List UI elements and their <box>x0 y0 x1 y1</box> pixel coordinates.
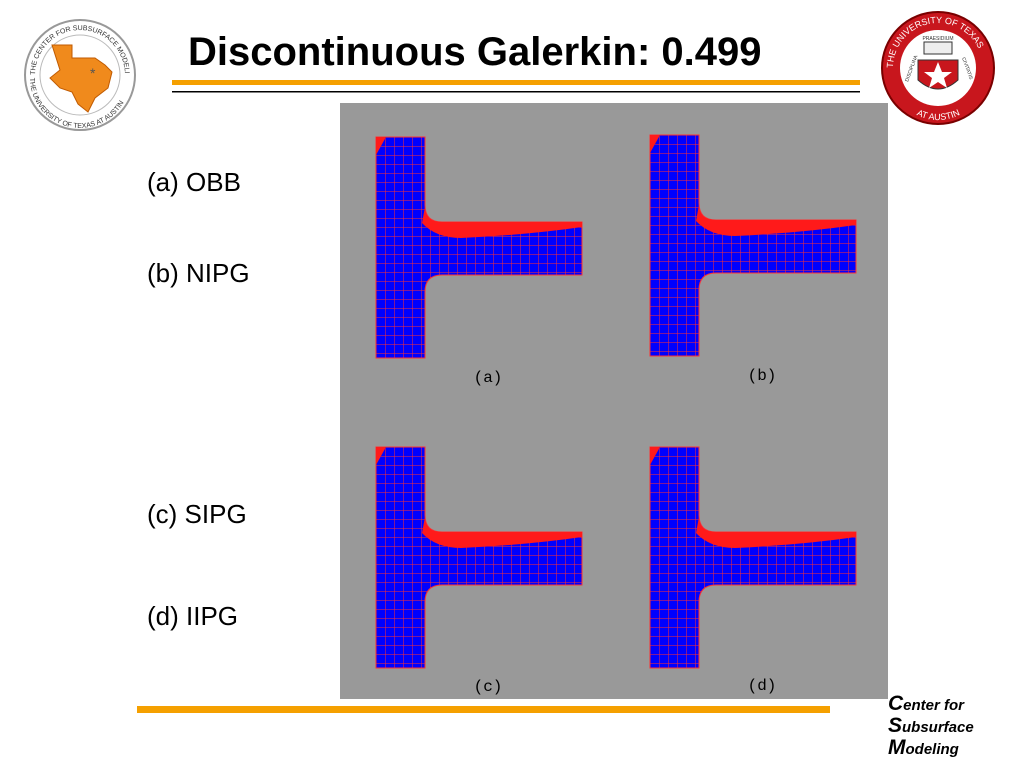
list-item: (c) SIPG <box>147 499 247 529</box>
footer-rule <box>137 706 830 713</box>
title-rule <box>172 80 860 85</box>
footer-text: Modeling <box>888 736 959 759</box>
title-rule-thin <box>172 91 860 93</box>
slide-title: Discontinuous Galerkin: 0.499 <box>188 30 762 74</box>
panel-label: (d) <box>748 677 777 695</box>
logo-text: AT AUSTIN <box>915 107 961 122</box>
right-logo: THE UNIVERSITY OF TEXAS AT AUSTIN PRAESI… <box>881 11 995 125</box>
panel-label: (c) <box>474 678 503 696</box>
list-item: (a) OBB <box>147 167 241 197</box>
left-logo: * THE CENTER FOR SUBSURFACE MODELING THE… <box>0 0 136 131</box>
list-item: (b) NIPG <box>147 258 250 288</box>
footer-text: Subsurface <box>888 714 974 737</box>
logo-text: AT AUSTIN <box>915 107 961 122</box>
figure-background <box>340 103 888 699</box>
panel-label: (b) <box>748 367 777 385</box>
figure: (a) (b) (c) (d) <box>340 103 888 699</box>
panel-label: (a) <box>474 369 503 387</box>
logo-text: PRAESIDIUM <box>922 36 953 42</box>
footer-text: Center for <box>888 692 965 715</box>
svg-text:*: * <box>90 65 96 81</box>
list-item: (d) IIPG <box>147 601 239 631</box>
